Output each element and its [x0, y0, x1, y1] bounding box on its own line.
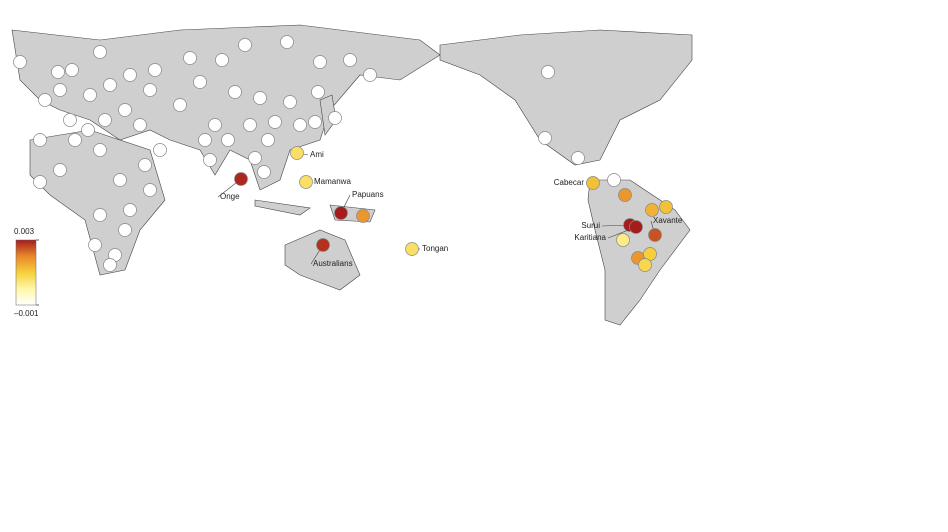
site-label: Karitiana [574, 233, 606, 242]
colorbar-label: –0.001 [14, 309, 39, 318]
site [571, 151, 585, 165]
site [215, 53, 229, 67]
site [183, 51, 197, 65]
site [257, 165, 271, 179]
site [293, 118, 307, 132]
colorbar-label: 0.003 [14, 227, 35, 236]
site [133, 118, 147, 132]
site [103, 258, 117, 272]
site [405, 242, 419, 256]
site [193, 75, 207, 89]
site [607, 173, 621, 187]
site [648, 228, 662, 242]
site [143, 183, 157, 197]
site [118, 223, 132, 237]
site [248, 151, 262, 165]
site [98, 113, 112, 127]
site [93, 45, 107, 59]
site [81, 123, 95, 137]
site [334, 206, 348, 220]
site [93, 143, 107, 157]
site [299, 175, 313, 189]
site [356, 209, 370, 223]
site-label: Surui [581, 221, 600, 230]
site [618, 188, 632, 202]
site-label: Ami [310, 150, 324, 159]
site [638, 258, 652, 272]
site [586, 176, 600, 190]
unscored-sites [13, 35, 621, 272]
site [290, 146, 304, 160]
site [363, 68, 377, 82]
site [68, 133, 82, 147]
site [93, 208, 107, 222]
site [208, 118, 222, 132]
site [629, 220, 643, 234]
site [308, 115, 322, 129]
site [538, 131, 552, 145]
site [113, 173, 127, 187]
site-label: Mamanwa [314, 177, 351, 186]
site [38, 93, 52, 107]
site [645, 203, 659, 217]
site-label: Onge [220, 192, 240, 201]
site [33, 133, 47, 147]
site [243, 118, 257, 132]
site [138, 158, 152, 172]
site-label: Papuans [352, 190, 384, 199]
site [541, 65, 555, 79]
site [238, 38, 252, 52]
colorbar [15, 239, 37, 306]
site [313, 55, 327, 69]
site [53, 163, 67, 177]
site [143, 83, 157, 97]
site [221, 133, 235, 147]
site [65, 63, 79, 77]
site [123, 203, 137, 217]
site [153, 143, 167, 157]
site [261, 133, 275, 147]
site [234, 172, 248, 186]
site-label: Xavante [653, 216, 683, 225]
site [280, 35, 294, 49]
site [63, 113, 77, 127]
site [53, 83, 67, 97]
land [11, 24, 693, 326]
site [203, 153, 217, 167]
site [33, 175, 47, 189]
site [13, 55, 27, 69]
site [659, 200, 673, 214]
site [103, 78, 117, 92]
site [198, 133, 212, 147]
site [268, 115, 282, 129]
site [118, 103, 132, 117]
site [316, 238, 330, 252]
site [88, 238, 102, 252]
site [148, 63, 162, 77]
site [343, 53, 357, 67]
site [83, 88, 97, 102]
site-label: Cabecar [554, 178, 585, 187]
site-label: Tongan [422, 244, 448, 253]
site [51, 65, 65, 79]
site-label: Australians [313, 259, 353, 268]
site [228, 85, 242, 99]
site [253, 91, 267, 105]
site [123, 68, 137, 82]
site [311, 85, 325, 99]
site [616, 233, 630, 247]
site [173, 98, 187, 112]
site [283, 95, 297, 109]
site [328, 111, 342, 125]
